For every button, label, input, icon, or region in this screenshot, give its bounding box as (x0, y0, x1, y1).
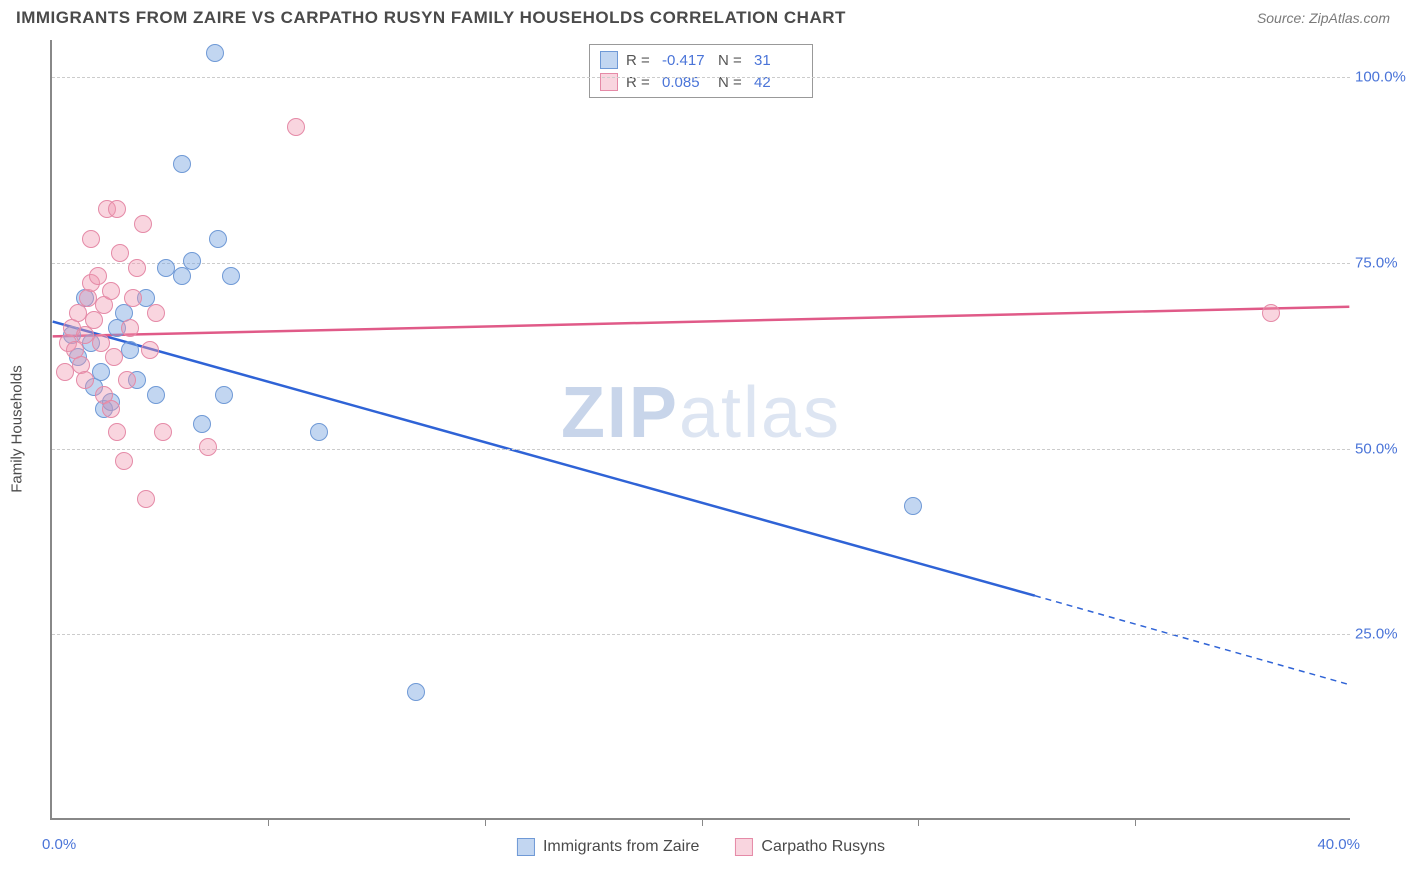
scatter-point-rusyn (102, 282, 120, 300)
series-legend: Immigrants from Zaire Carpatho Rusyns (517, 838, 885, 856)
correlation-chart: ZIPatlas Family Households 0.0% 40.0% R … (50, 40, 1350, 820)
scatter-point-zaire (193, 415, 211, 433)
swatch-rusyn-icon (735, 838, 753, 856)
x-axis-max-label: 40.0% (1317, 836, 1360, 853)
x-tick (702, 818, 703, 826)
scatter-point-zaire (173, 155, 191, 173)
trend-lines-svg (52, 40, 1350, 818)
scatter-point-zaire (215, 386, 233, 404)
n-value-zaire: 31 (754, 52, 802, 69)
series-label-rusyn: Carpatho Rusyns (761, 838, 885, 856)
y-tick-label: 75.0% (1355, 254, 1406, 271)
grid-line (52, 263, 1350, 264)
scatter-point-zaire (206, 44, 224, 62)
scatter-point-zaire (310, 423, 328, 441)
n-value-rusyn: 42 (754, 74, 802, 91)
swatch-zaire-icon (600, 51, 618, 69)
scatter-point-rusyn (76, 371, 94, 389)
scatter-point-rusyn (128, 259, 146, 277)
scatter-point-zaire (209, 230, 227, 248)
x-axis-min-label: 0.0% (42, 836, 76, 853)
scatter-point-rusyn (56, 363, 74, 381)
scatter-point-rusyn (124, 289, 142, 307)
scatter-point-zaire (222, 267, 240, 285)
r-value-zaire: -0.417 (662, 52, 710, 69)
scatter-point-rusyn (89, 267, 107, 285)
x-tick (268, 818, 269, 826)
scatter-point-rusyn (121, 319, 139, 337)
scatter-point-rusyn (115, 452, 133, 470)
scatter-point-rusyn (134, 215, 152, 233)
watermark: ZIPatlas (561, 372, 841, 454)
correlation-legend-row-zaire: R = -0.417 N = 31 (600, 49, 802, 71)
grid-line (52, 77, 1350, 78)
y-tick-label: 100.0% (1355, 69, 1406, 86)
scatter-point-rusyn (92, 334, 110, 352)
series-legend-item-zaire: Immigrants from Zaire (517, 838, 699, 856)
scatter-point-zaire (407, 683, 425, 701)
scatter-point-zaire (92, 363, 110, 381)
scatter-point-zaire (904, 497, 922, 515)
x-tick (1135, 818, 1136, 826)
r-value-rusyn: 0.085 (662, 74, 710, 91)
x-tick (485, 818, 486, 826)
scatter-point-rusyn (154, 423, 172, 441)
scatter-point-rusyn (105, 348, 123, 366)
scatter-point-rusyn (1262, 304, 1280, 322)
scatter-point-rusyn (141, 341, 159, 359)
scatter-point-rusyn (102, 400, 120, 418)
y-tick-label: 50.0% (1355, 440, 1406, 457)
page-title: IMMIGRANTS FROM ZAIRE VS CARPATHO RUSYN … (16, 8, 846, 28)
scatter-point-rusyn (147, 304, 165, 322)
r-label: R = (626, 74, 654, 91)
scatter-point-rusyn (118, 371, 136, 389)
scatter-point-rusyn (108, 423, 126, 441)
scatter-point-zaire (183, 252, 201, 270)
correlation-legend-row-rusyn: R = 0.085 N = 42 (600, 71, 802, 93)
n-label: N = (718, 74, 746, 91)
scatter-point-rusyn (108, 200, 126, 218)
series-label-zaire: Immigrants from Zaire (543, 838, 699, 856)
scatter-point-rusyn (287, 118, 305, 136)
swatch-rusyn-icon (600, 73, 618, 91)
swatch-zaire-icon (517, 838, 535, 856)
scatter-point-zaire (121, 341, 139, 359)
x-tick (918, 818, 919, 826)
grid-line (52, 449, 1350, 450)
scatter-point-rusyn (82, 230, 100, 248)
source-attribution: Source: ZipAtlas.com (1257, 10, 1390, 26)
scatter-point-rusyn (137, 490, 155, 508)
n-label: N = (718, 52, 746, 69)
scatter-point-zaire (147, 386, 165, 404)
r-label: R = (626, 52, 654, 69)
scatter-point-rusyn (199, 438, 217, 456)
grid-line (52, 634, 1350, 635)
series-legend-item-rusyn: Carpatho Rusyns (735, 838, 885, 856)
y-axis-title: Family Households (9, 365, 26, 493)
scatter-point-rusyn (111, 244, 129, 262)
correlation-legend: R = -0.417 N = 31 R = 0.085 N = 42 (589, 44, 813, 98)
y-tick-label: 25.0% (1355, 626, 1406, 643)
